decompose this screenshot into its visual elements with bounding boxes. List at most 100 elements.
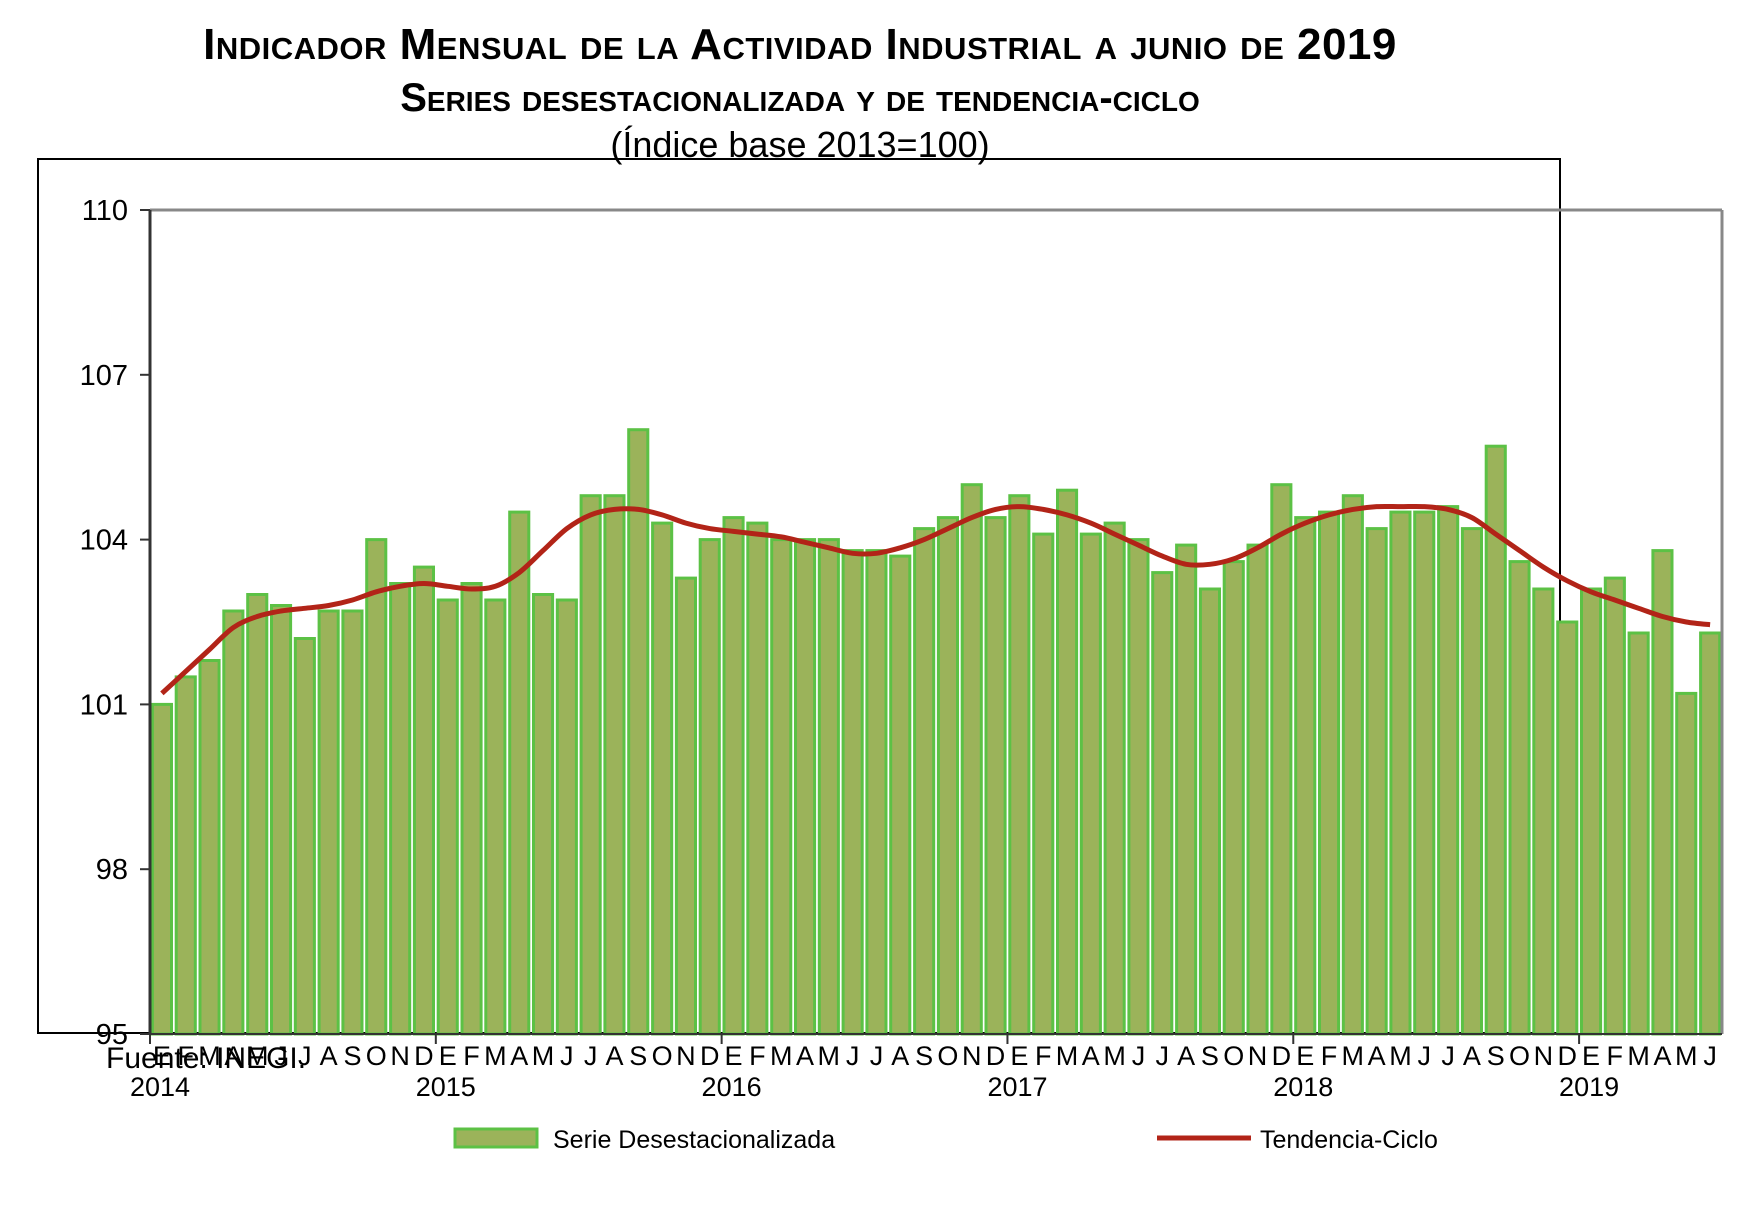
x-tick-label: F	[1321, 1041, 1338, 1071]
bar	[1413, 510, 1436, 1036]
bar	[1198, 587, 1222, 1036]
x-tick-label: M	[1056, 1041, 1079, 1071]
bar	[603, 494, 626, 1036]
x-tick-label: A	[224, 1041, 242, 1071]
bar	[1222, 560, 1245, 1036]
bar	[1246, 543, 1269, 1036]
bar	[1627, 631, 1650, 1036]
y-tick-label: 107	[80, 360, 128, 392]
x-tick-label: A	[510, 1041, 528, 1071]
bar	[627, 428, 650, 1036]
x-tick-label: N	[390, 1041, 410, 1071]
bar	[150, 702, 173, 1036]
x-year-label: 2014	[130, 1072, 190, 1102]
bar	[1675, 691, 1698, 1036]
bar	[1032, 532, 1055, 1036]
x-tick-label: M	[484, 1041, 507, 1071]
x-tick-label: F	[749, 1041, 766, 1071]
x-tick-label: A	[320, 1041, 338, 1071]
trend-group	[160, 503, 1711, 696]
x-tick-label: O	[937, 1041, 958, 1071]
y-tick-label: 95	[96, 1019, 128, 1051]
bar	[1508, 560, 1531, 1036]
x-tick-label: E	[1582, 1041, 1600, 1071]
y-tick-label: 104	[80, 525, 128, 557]
legend-bar-swatch	[453, 1127, 539, 1149]
x-tick-label: E	[153, 1041, 171, 1071]
x-year-label: 2017	[987, 1072, 1047, 1102]
axes-group	[148, 208, 1724, 1035]
bar	[198, 659, 221, 1036]
bar	[889, 554, 912, 1036]
bar	[770, 538, 793, 1036]
x-tick-label: J	[1441, 1041, 1455, 1071]
x-tick-label: S	[1201, 1041, 1219, 1071]
bar	[555, 598, 578, 1036]
x-tick-label: M	[1103, 1041, 1126, 1071]
x-tick-label: E	[439, 1041, 457, 1071]
bar	[174, 675, 197, 1036]
x-tick-label: J	[1418, 1041, 1432, 1071]
bar	[841, 549, 864, 1036]
bar	[532, 593, 555, 1036]
bar	[1056, 488, 1079, 1036]
bar	[1365, 527, 1388, 1036]
x-tick-label: D	[986, 1041, 1006, 1071]
bars-group	[150, 428, 1722, 1036]
x-year-label: 2016	[702, 1072, 762, 1102]
x-tick-label: A	[1463, 1041, 1481, 1071]
bar	[460, 582, 483, 1036]
bar	[412, 565, 435, 1036]
x-tick-label: M	[1389, 1041, 1412, 1071]
bar	[579, 494, 602, 1036]
chart-title-line1: Indicador Mensual de la Actividad Indust…	[203, 20, 1397, 69]
bar	[936, 516, 960, 1036]
x-tick-label: S	[343, 1041, 361, 1071]
bar	[1175, 543, 1198, 1036]
x-tick-label: A	[1082, 1041, 1100, 1071]
bar	[1437, 505, 1460, 1036]
x-tick-label: J	[274, 1041, 288, 1071]
bar	[1151, 571, 1174, 1036]
bar	[865, 549, 888, 1036]
x-tick-label: D	[1272, 1041, 1292, 1071]
chart-title-line2: Series desestacionalizada y de tendencia…	[400, 76, 1200, 120]
bar	[960, 483, 983, 1036]
x-tick-label: M	[1675, 1041, 1698, 1071]
bar	[913, 527, 936, 1036]
x-tick-label: S	[629, 1041, 647, 1071]
bar	[1103, 521, 1126, 1036]
x-tick-label: E	[1010, 1041, 1028, 1071]
x-tick-label: A	[605, 1041, 623, 1071]
x-tick-label: S	[1487, 1041, 1505, 1071]
bar	[1699, 631, 1722, 1036]
source-note: Fuente: INEGI.	[106, 1042, 307, 1075]
x-tick-label: D	[700, 1041, 720, 1071]
x-tick-label: J	[870, 1041, 884, 1071]
bar	[1651, 549, 1674, 1036]
x-tick-label: O	[652, 1041, 673, 1071]
x-tick-label: O	[1509, 1041, 1530, 1071]
x-tick-label: J	[560, 1041, 574, 1071]
x-tick-label: M	[770, 1041, 793, 1071]
bar	[1603, 576, 1626, 1036]
bar	[722, 516, 745, 1036]
x-tick-label: N	[962, 1041, 982, 1071]
bar	[270, 604, 293, 1036]
x-tick-label: N	[1534, 1041, 1554, 1071]
x-tick-label: M	[246, 1041, 269, 1071]
legend-label-line: Tendencia-Ciclo	[1260, 1126, 1438, 1154]
bar	[246, 593, 269, 1036]
bar	[317, 609, 340, 1036]
trend-line	[160, 503, 1711, 696]
x-tick-label: D	[414, 1041, 434, 1071]
x-tick-label: N	[676, 1041, 696, 1071]
bar	[1556, 620, 1579, 1036]
x-tick-label: O	[1223, 1041, 1244, 1071]
x-tick-label: F	[1607, 1041, 1624, 1071]
x-year-label: 2018	[1273, 1072, 1333, 1102]
x-tick-label: A	[1368, 1041, 1386, 1071]
bar	[365, 538, 388, 1036]
x-tick-label: N	[1248, 1041, 1268, 1071]
bar	[1079, 532, 1102, 1036]
